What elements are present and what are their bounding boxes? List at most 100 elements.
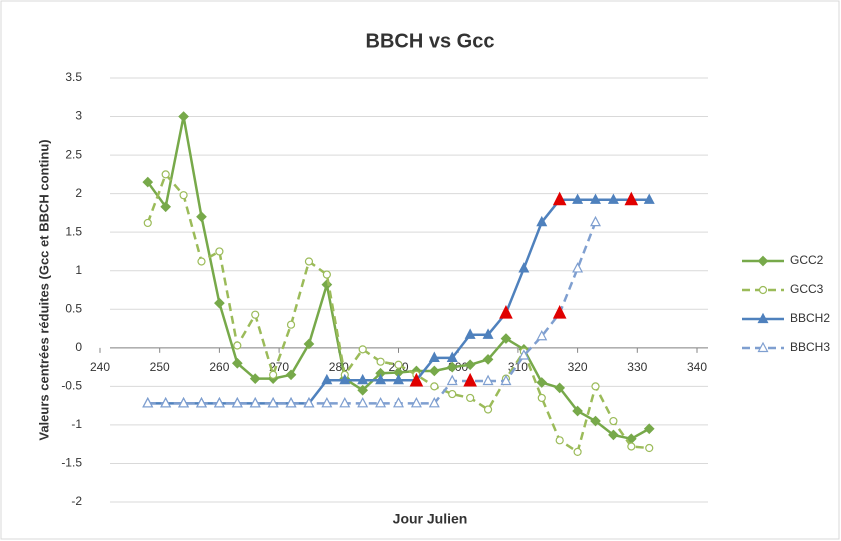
series-marker bbox=[375, 397, 387, 408]
x-tick-label: 250 bbox=[150, 360, 170, 374]
series-marker bbox=[483, 405, 493, 414]
series-marker bbox=[410, 397, 422, 408]
series-marker bbox=[339, 373, 351, 385]
y-tick-label: -1.5 bbox=[61, 456, 82, 470]
series-marker bbox=[500, 333, 512, 344]
series-marker bbox=[643, 193, 655, 204]
y-tick-label: 2 bbox=[75, 186, 82, 200]
series-marker bbox=[322, 270, 331, 279]
series-marker bbox=[554, 382, 566, 394]
series-marker bbox=[321, 397, 333, 408]
series-marker bbox=[375, 373, 387, 385]
series-marker bbox=[482, 328, 494, 339]
series-marker bbox=[518, 349, 530, 360]
series-marker bbox=[269, 370, 278, 379]
series-marker bbox=[267, 397, 279, 408]
y-tick-label: -0.5 bbox=[61, 379, 82, 393]
series-marker bbox=[607, 193, 619, 204]
series-marker bbox=[464, 359, 476, 371]
y-tick-label: -1 bbox=[71, 417, 82, 431]
series-marker bbox=[428, 351, 440, 362]
series-marker bbox=[645, 443, 654, 453]
series-marker bbox=[446, 361, 458, 373]
series-line bbox=[147, 221, 597, 405]
series-marker bbox=[627, 442, 636, 451]
x-tick-label: 330 bbox=[627, 360, 647, 374]
series-marker bbox=[213, 397, 225, 408]
y-tick-label: 0 bbox=[75, 340, 82, 354]
series-marker bbox=[572, 405, 583, 417]
series-marker bbox=[249, 373, 261, 385]
series-marker bbox=[536, 215, 548, 227]
series-marker bbox=[572, 193, 584, 204]
series-marker bbox=[303, 397, 315, 408]
y-tick-label: 1.5 bbox=[65, 224, 82, 238]
series-marker bbox=[448, 389, 457, 399]
highlight-marker bbox=[552, 191, 567, 206]
series-marker bbox=[500, 374, 512, 386]
y-tick-label: 0.5 bbox=[65, 301, 82, 315]
series-marker bbox=[573, 447, 582, 456]
x-axis-label: Jour Julien bbox=[393, 511, 468, 527]
y-tick-label: 2.5 bbox=[65, 147, 82, 161]
series-marker bbox=[572, 262, 584, 273]
series-marker bbox=[214, 297, 225, 309]
series-marker bbox=[428, 365, 440, 377]
series-marker bbox=[376, 357, 385, 366]
chart-title: BBCH vs Gcc bbox=[366, 30, 495, 52]
series-marker bbox=[393, 397, 404, 408]
series-marker bbox=[197, 257, 206, 266]
series-marker bbox=[393, 373, 404, 385]
series-marker bbox=[303, 338, 315, 350]
y-axis-label: Valeurs centrées réduites (Gcc et BBCH c… bbox=[36, 139, 51, 440]
series-marker bbox=[608, 429, 619, 441]
series-marker bbox=[142, 176, 154, 188]
highlight-marker bbox=[499, 305, 513, 319]
series-marker bbox=[590, 193, 602, 204]
x-tick-label: 320 bbox=[568, 360, 588, 374]
series-marker bbox=[215, 247, 224, 256]
series-marker bbox=[446, 351, 458, 362]
series-marker bbox=[160, 201, 172, 213]
series-marker bbox=[357, 384, 369, 396]
series-marker bbox=[537, 393, 546, 403]
series-marker bbox=[178, 397, 190, 408]
series-marker bbox=[249, 397, 261, 408]
y-tick-label: -2 bbox=[71, 494, 82, 508]
legend-label: GCC2 bbox=[790, 253, 824, 267]
series-marker bbox=[428, 397, 440, 408]
series-marker bbox=[591, 382, 600, 391]
series-marker bbox=[195, 397, 207, 408]
y-tick-label: 3 bbox=[75, 109, 82, 123]
series-marker bbox=[285, 397, 297, 408]
series-marker bbox=[394, 360, 403, 369]
series-marker bbox=[196, 211, 207, 223]
series-marker bbox=[358, 345, 367, 354]
legend-label: BBCH3 bbox=[790, 340, 830, 354]
series-marker bbox=[590, 215, 602, 227]
series-marker bbox=[482, 374, 494, 386]
highlight-marker bbox=[463, 372, 477, 387]
series-marker bbox=[466, 393, 475, 403]
y-tick-label: 3.5 bbox=[65, 70, 82, 84]
legend-label: BBCH2 bbox=[790, 311, 830, 325]
x-tick-label: 260 bbox=[209, 360, 229, 374]
series-marker bbox=[590, 415, 601, 427]
series-marker bbox=[609, 416, 618, 426]
x-tick-label: 340 bbox=[687, 360, 707, 374]
series-marker bbox=[304, 257, 314, 266]
legend-marker bbox=[757, 255, 769, 267]
legend-marker bbox=[757, 312, 769, 324]
series-marker bbox=[357, 397, 369, 408]
series-marker bbox=[142, 397, 154, 408]
legend-marker bbox=[758, 285, 768, 295]
series-marker bbox=[233, 341, 242, 350]
series-marker bbox=[518, 262, 530, 273]
series-marker bbox=[536, 377, 548, 388]
series-marker bbox=[231, 397, 243, 408]
series-marker bbox=[555, 436, 564, 445]
series-marker bbox=[161, 170, 170, 179]
highlight-marker bbox=[624, 191, 639, 206]
x-tick-label: 240 bbox=[90, 360, 110, 374]
